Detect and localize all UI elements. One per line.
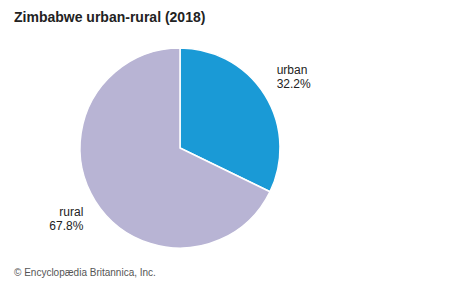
pie bbox=[80, 48, 280, 248]
data-label: 67.8% bbox=[49, 219, 83, 233]
data-label: 32.2% bbox=[277, 77, 311, 91]
slice-category: urban bbox=[277, 63, 308, 77]
pie-slice bbox=[80, 48, 270, 248]
footnote: © Encyclopædia Britannica, Inc. bbox=[14, 267, 156, 278]
pie-labels: urban32.2% rural67.8% bbox=[49, 63, 311, 234]
chart: Zimbabwe urban-rural (2018) © Encyclopædi… bbox=[0, 0, 474, 284]
title: Zimbabwe urban-rural (2018) bbox=[14, 9, 205, 25]
slice-category: rural bbox=[59, 205, 83, 219]
chart-container: Zimbabwe urban-rural (2018) © Encyclopædi… bbox=[0, 0, 474, 284]
